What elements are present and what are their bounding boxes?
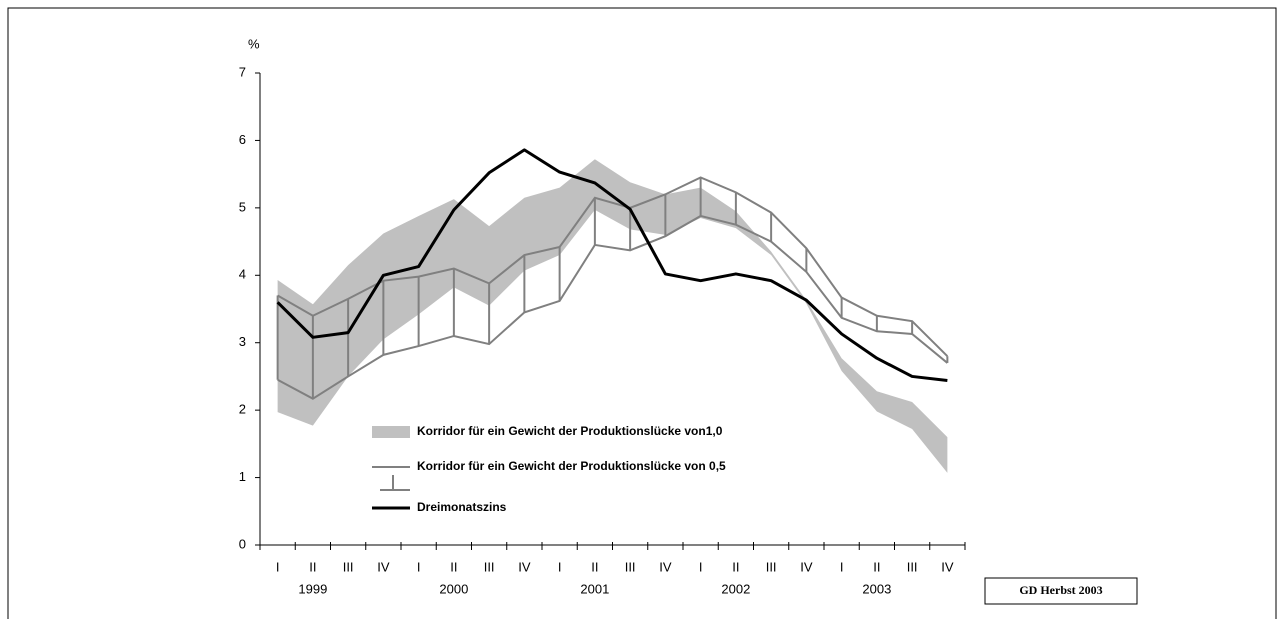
x-tick-label: IV [659, 559, 672, 574]
year-label: 2001 [580, 581, 609, 596]
year-label: 2000 [439, 581, 468, 596]
legend-label: Dreimonatszins [417, 500, 507, 514]
x-tick-label: I [558, 559, 562, 574]
year-label: 1999 [298, 581, 327, 596]
y-tick-label: 6 [239, 132, 246, 147]
x-tick-label: IV [800, 559, 813, 574]
x-tick-label: II [732, 559, 739, 574]
year-label: 2002 [721, 581, 750, 596]
y-tick-label: 0 [239, 536, 246, 551]
legend-label: Korridor für ein Gewicht der Produktions… [417, 459, 726, 473]
y-tick-label: 2 [239, 402, 246, 417]
y-tick-label: 5 [239, 199, 246, 214]
x-tick-label: II [450, 559, 457, 574]
x-tick-label: III [907, 559, 918, 574]
corridor-lower [277, 214, 949, 400]
legend-swatch [372, 426, 410, 438]
y-tick-label: 1 [239, 469, 246, 484]
frame [7, 7, 1277, 619]
x-tick-label: I [840, 559, 844, 574]
y-tick-label: 3 [239, 334, 246, 349]
x-tick-label: II [591, 559, 598, 574]
x-tick-label: III [625, 559, 636, 574]
x-tick-label: IV [377, 559, 390, 574]
source: GD Herbst 2003 [1019, 583, 1102, 597]
legend-label: Korridor für ein Gewicht der Produktions… [417, 424, 723, 438]
x-tick-label: II [873, 559, 880, 574]
x-tick-label: III [484, 559, 495, 574]
x-tick-label: III [766, 559, 777, 574]
x-tick-label: IV [941, 559, 954, 574]
band-area [277, 159, 948, 473]
x-tick-label: IV [518, 559, 531, 574]
x-tick-label: I [276, 559, 280, 574]
line [276, 148, 948, 382]
x-tick-label: I [417, 559, 421, 574]
y-tick-label: 7 [239, 64, 246, 79]
x-tick-label: II [309, 559, 316, 574]
y-tick-label: 4 [239, 267, 246, 282]
y-unit: % [248, 36, 260, 51]
x-tick-label: I [699, 559, 703, 574]
corridor-upper [277, 176, 949, 357]
year-label: 2003 [862, 581, 891, 596]
source-box [984, 577, 1138, 605]
x-tick-label: III [343, 559, 354, 574]
